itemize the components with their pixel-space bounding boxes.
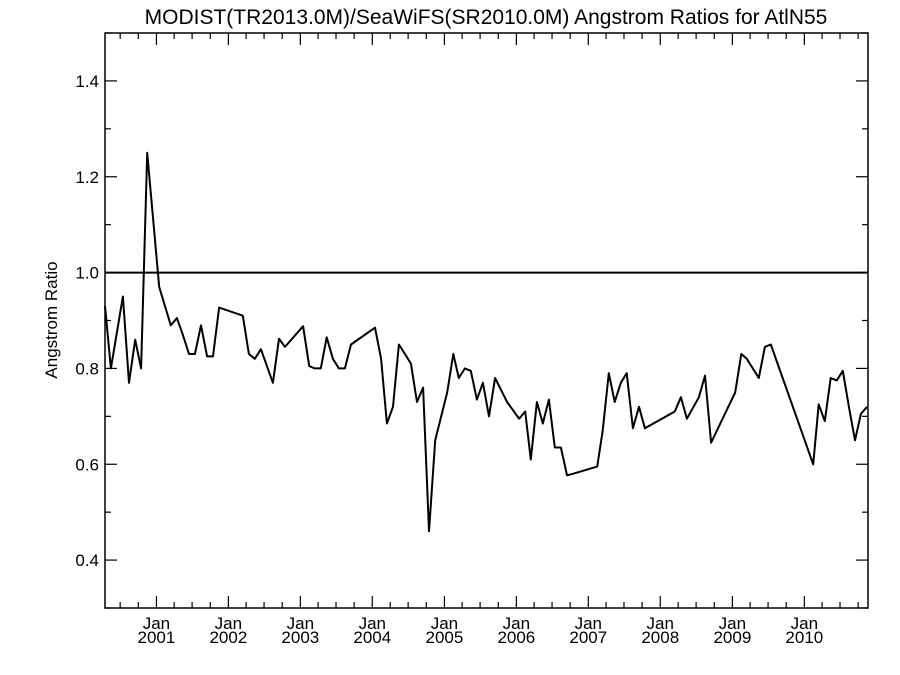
x-tick-label-year: 2005 bbox=[426, 628, 464, 647]
plot-frame bbox=[104, 32, 869, 609]
x-tick-label-year: 2008 bbox=[641, 628, 679, 647]
series-group bbox=[104, 151, 868, 533]
x-tick-label-year: 2002 bbox=[209, 628, 247, 647]
x-tick-label-month: Jan bbox=[791, 614, 818, 633]
y-tick-label: 0.4 bbox=[75, 551, 99, 570]
chart-title: MODIST(TR2013.0M)/SeaWiFS(SR2010.0M) Ang… bbox=[145, 6, 828, 29]
x-tick-label-year: 2003 bbox=[281, 628, 319, 647]
y-tick-label: 0.6 bbox=[75, 455, 99, 474]
x-tick-label-month: Jan bbox=[359, 614, 386, 633]
series-line bbox=[104, 151, 868, 533]
x-tick-label-year: 2001 bbox=[138, 628, 176, 647]
x-tick-label-year: 2009 bbox=[713, 628, 751, 647]
axes: 0.40.60.81.01.21.4Jan2001Jan2002Jan2003J… bbox=[75, 32, 869, 647]
x-tick-label-month: Jan bbox=[575, 614, 602, 633]
y-tick-label: 0.8 bbox=[75, 359, 99, 378]
y-tick-label: 1.2 bbox=[75, 168, 99, 187]
x-tick-label-year: 2006 bbox=[497, 628, 535, 647]
x-tick-label-year: 2010 bbox=[785, 628, 823, 647]
x-tick-label-month: Jan bbox=[503, 614, 530, 633]
x-tick-label-year: 2004 bbox=[353, 628, 391, 647]
y-axis-label: Angstrom Ratio bbox=[42, 261, 61, 378]
x-tick-label-month: Jan bbox=[287, 614, 314, 633]
x-tick-label-month: Jan bbox=[647, 614, 674, 633]
y-tick-label: 1.4 bbox=[75, 72, 99, 91]
x-tick-label-month: Jan bbox=[431, 614, 458, 633]
x-tick-label-year: 2007 bbox=[569, 628, 607, 647]
x-tick-label-month: Jan bbox=[719, 614, 746, 633]
y-tick-label: 1.0 bbox=[75, 264, 99, 283]
x-tick-label-month: Jan bbox=[143, 614, 170, 633]
x-tick-label-month: Jan bbox=[215, 614, 242, 633]
